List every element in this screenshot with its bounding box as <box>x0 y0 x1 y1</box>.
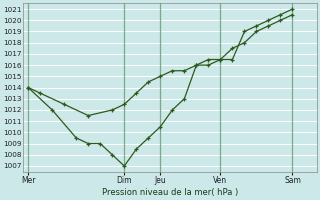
X-axis label: Pression niveau de la mer( hPa ): Pression niveau de la mer( hPa ) <box>102 188 238 197</box>
